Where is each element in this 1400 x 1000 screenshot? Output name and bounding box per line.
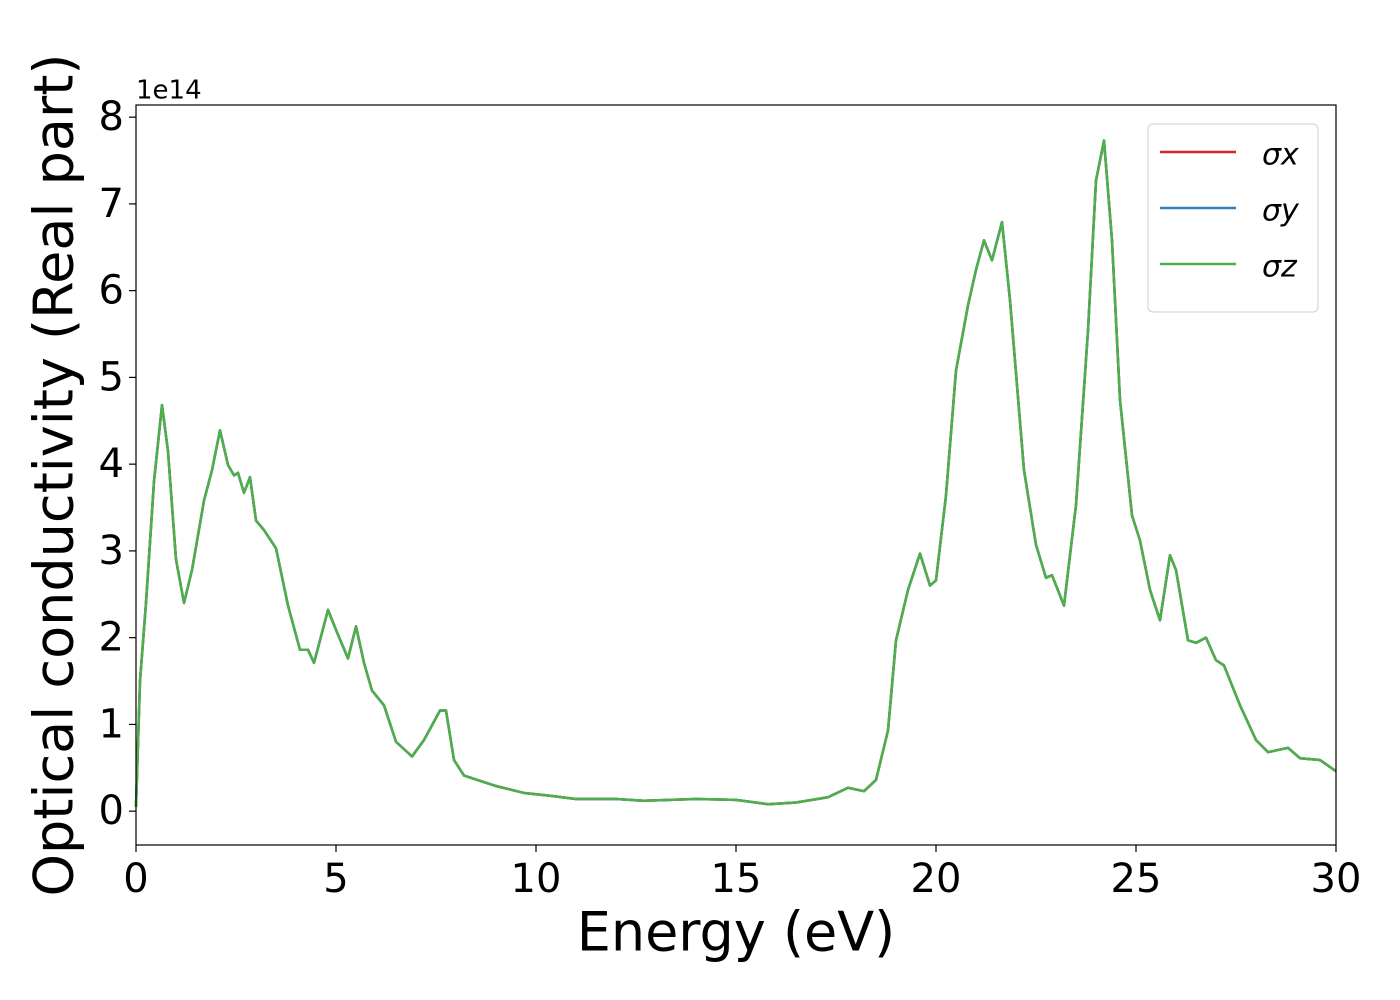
legend-label: σz [1262,250,1298,285]
legend-label: σx [1262,138,1299,173]
y-tick-label: 0 [99,788,124,834]
x-tick-label: 0 [123,856,148,902]
y-tick-label: 1 [99,701,124,747]
y-tick-label: 4 [99,441,124,487]
series-line [134,139,1337,807]
x-tick-label: 10 [511,856,562,902]
y-axis-label: Optical conductivity (Real part) [23,54,86,897]
y-tick-label: 8 [99,94,124,140]
x-tick-label: 20 [911,856,962,902]
y-tick-label: 5 [99,354,124,400]
legend-label: σy [1262,194,1300,229]
y-tick-label: 3 [99,528,124,574]
plot-frame [135,104,1337,846]
x-tick-label: 5 [323,856,348,902]
x-tick-label: 25 [1111,856,1162,902]
x-tick-label: 30 [1311,856,1362,902]
y-tick-label: 7 [99,181,124,227]
y-tick-label: 6 [99,268,124,314]
y-offset-label: 1e14 [136,76,202,106]
y-tick-label: 2 [99,615,124,661]
x-axis-label: Energy (eV) [577,901,896,964]
x-tick-label: 15 [711,856,762,902]
